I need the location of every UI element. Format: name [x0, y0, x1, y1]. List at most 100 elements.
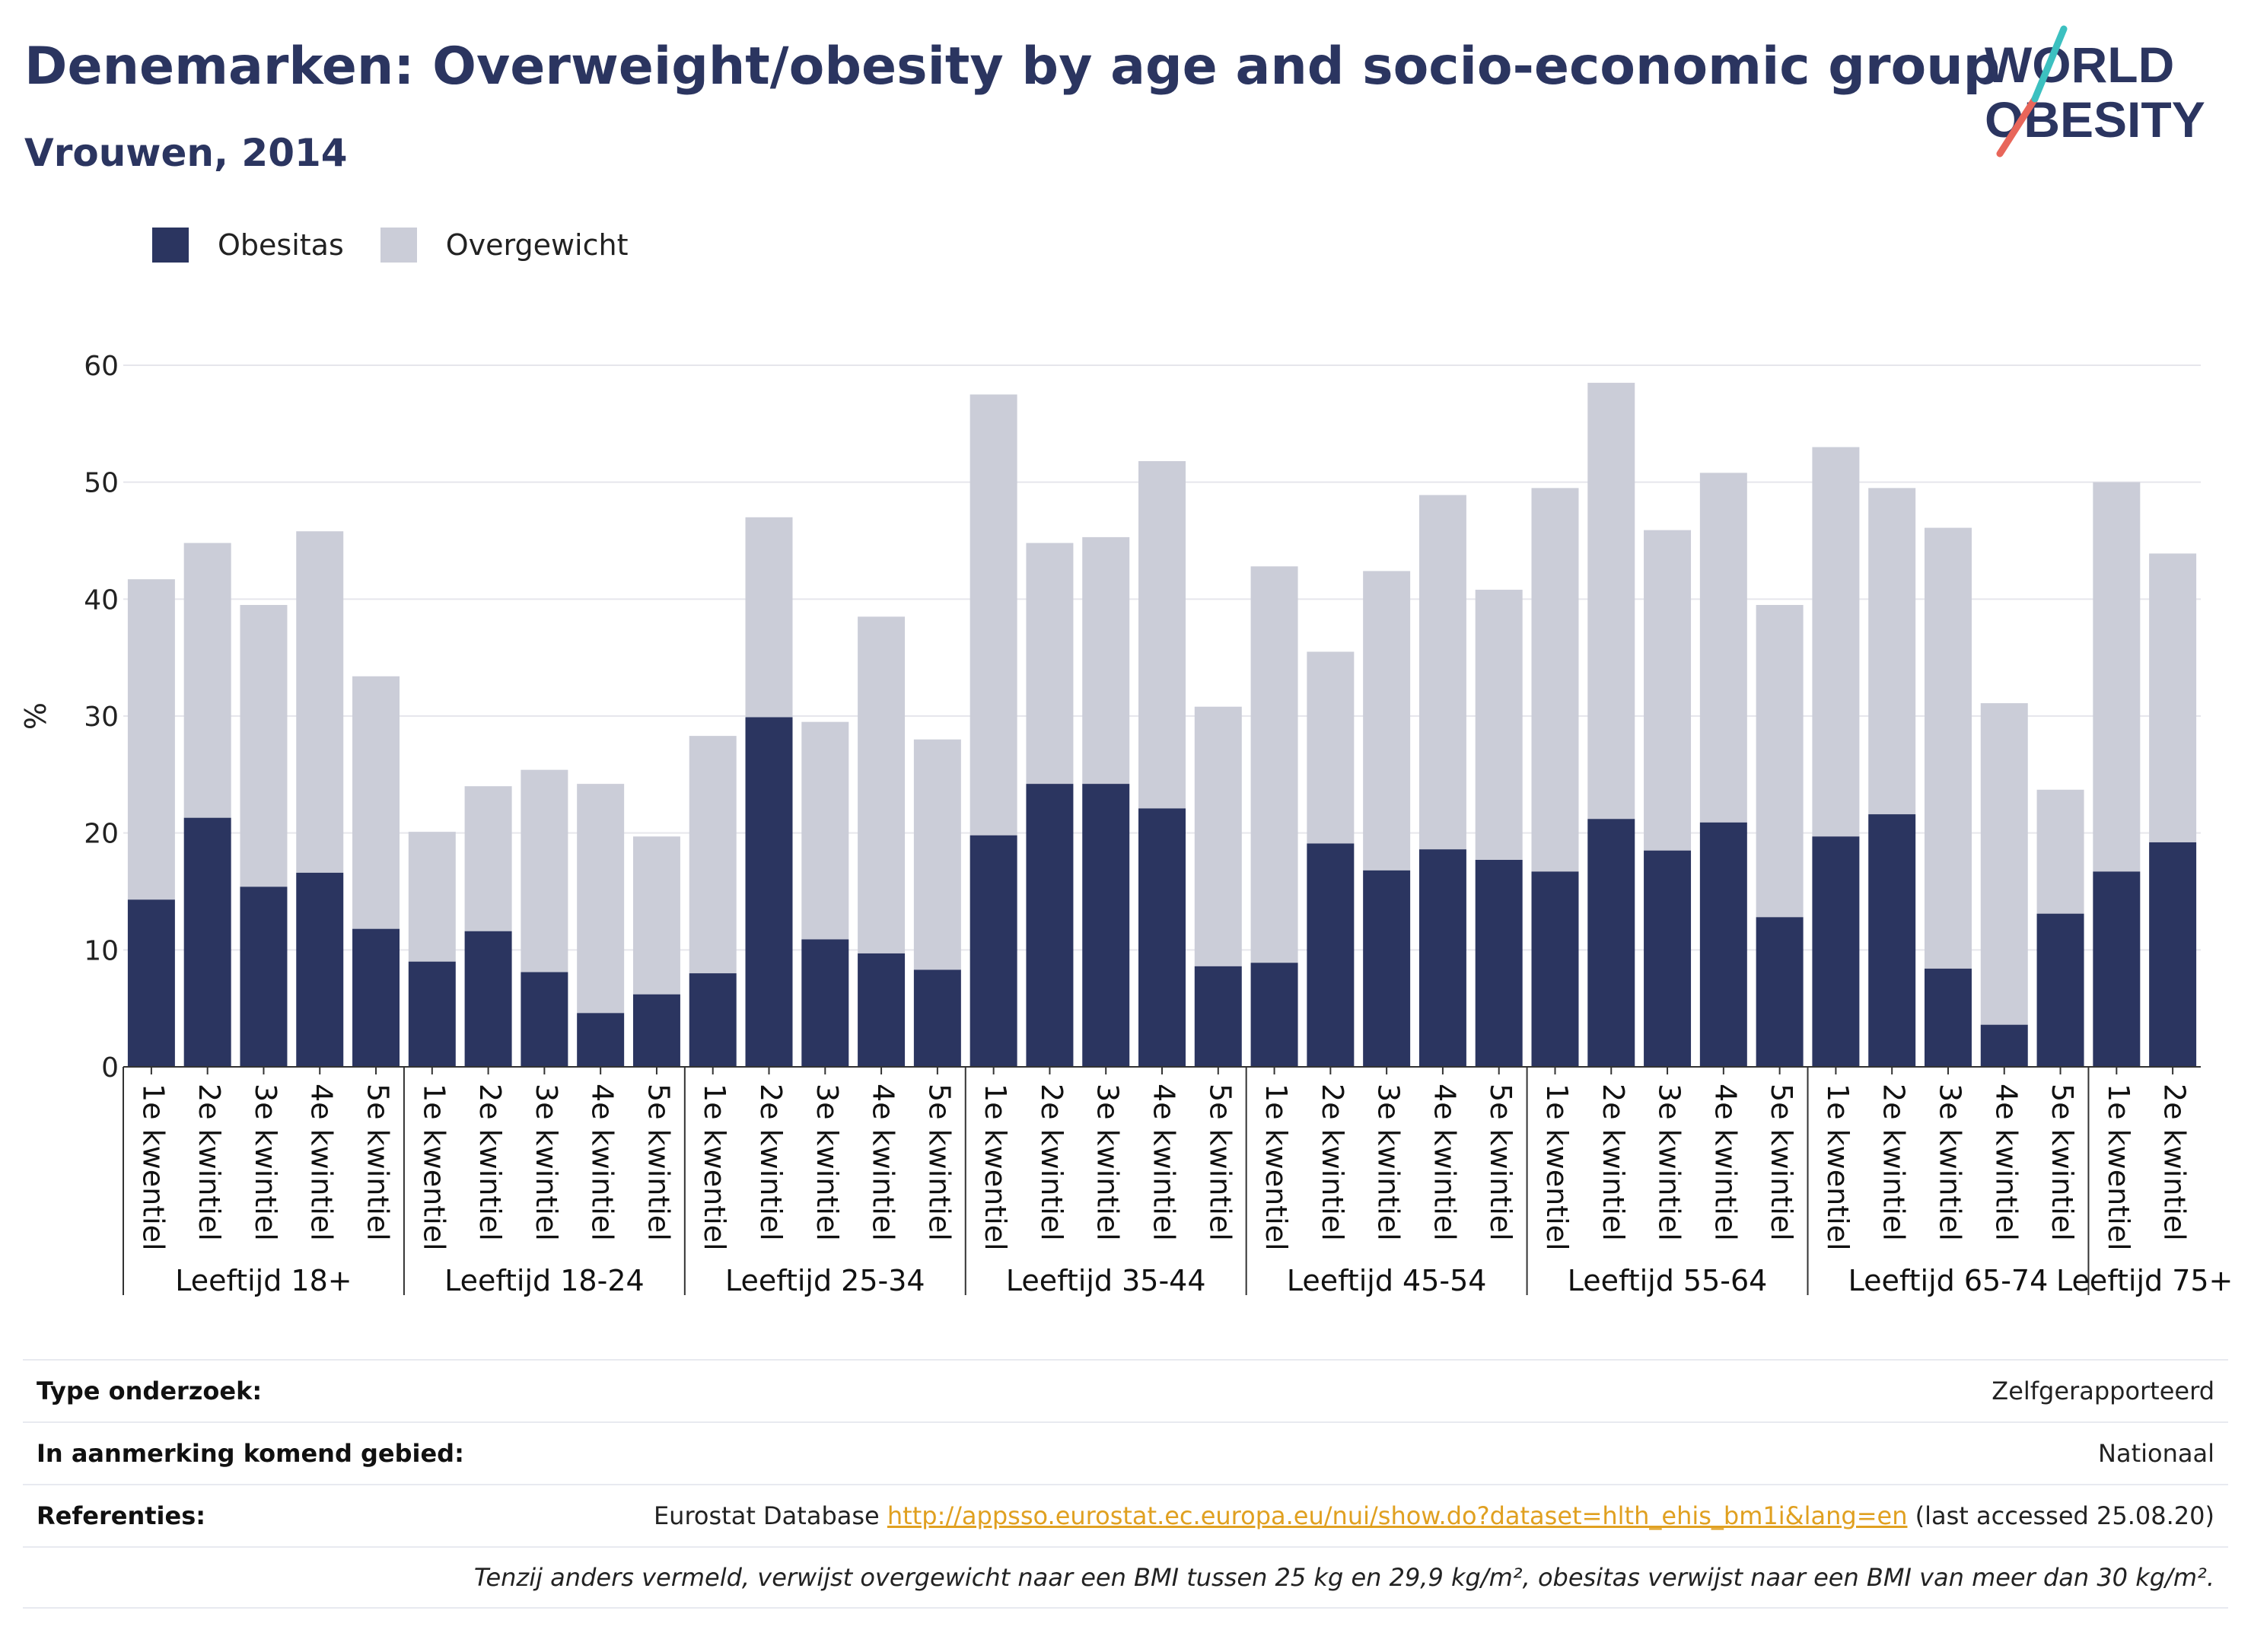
- y-tick-label: 10: [84, 935, 119, 966]
- bar-obesitas: [1756, 917, 1804, 1067]
- bar-obesitas: [296, 872, 344, 1067]
- x-tick-label: 3e kwintiel: [1653, 1084, 1686, 1241]
- bar-obesitas: [913, 969, 961, 1067]
- bar-overgewicht: [1363, 571, 1411, 871]
- bar-obesitas: [521, 972, 568, 1067]
- bar-obesitas: [2093, 871, 2141, 1067]
- x-tick-label: 4e kwintiel: [586, 1084, 619, 1241]
- legend-label-obesitas: Obesitas: [218, 228, 344, 262]
- bar-overgewicht: [689, 736, 737, 974]
- bar-overgewicht: [801, 721, 849, 940]
- y-tick-label: 30: [84, 702, 119, 733]
- bar-obesitas: [1307, 843, 1355, 1067]
- x-tick-label: 2e kwintiel: [1877, 1084, 1911, 1241]
- bar-obesitas: [745, 717, 793, 1067]
- x-tick-label: 4e kwintiel: [1989, 1084, 2023, 1241]
- group-label: Leeftijd 25-34: [725, 1264, 925, 1297]
- group-label: Leeftijd 35-44: [1006, 1264, 1206, 1297]
- bar-overgewicht: [1026, 543, 1074, 785]
- x-tick-label: 4e kwintiel: [305, 1084, 339, 1241]
- x-tick-label: 3e kwintiel: [249, 1084, 282, 1241]
- bar-overgewicht: [913, 739, 961, 970]
- group-label: Leeftijd 45-54: [1287, 1264, 1487, 1297]
- x-tick-label: 3e kwintiel: [530, 1084, 563, 1241]
- bar-obesitas: [1418, 849, 1466, 1067]
- legend-label-overgewicht: Overgewicht: [445, 228, 629, 262]
- y-axis-title: %: [19, 702, 53, 730]
- bar-overgewicht: [745, 517, 793, 718]
- x-tick-label: 5e kwintiel: [1765, 1084, 1798, 1241]
- legend-swatch-obesitas: [152, 228, 189, 263]
- x-tick-label: 5e kwintiel: [922, 1084, 956, 1241]
- legend-item-obesitas: Obesitas: [152, 228, 344, 263]
- bar-obesitas: [1026, 784, 1074, 1067]
- y-tick-label: 0: [101, 1052, 119, 1084]
- x-tick-label: 2e kwintiel: [193, 1084, 226, 1241]
- y-tick-label: 50: [84, 468, 119, 499]
- x-tick-label: 1e kwentiel: [2102, 1084, 2135, 1251]
- bar-overgewicht: [1812, 447, 1860, 837]
- x-tick-label: 1e kwentiel: [1821, 1084, 1855, 1251]
- x-tick-label: 1e kwentiel: [698, 1084, 731, 1251]
- bar-overgewicht: [464, 786, 512, 931]
- bar-overgewicht: [352, 676, 400, 929]
- x-tick-label: 5e kwintiel: [2046, 1084, 2079, 1241]
- info-label-references: Referenties:: [37, 1501, 206, 1530]
- y-tick-label: 60: [84, 351, 119, 382]
- info-row-area: In aanmerking komend gebied: Nationaal: [23, 1421, 2228, 1484]
- bar-overgewicht: [1699, 473, 1747, 823]
- bar-overgewicht: [183, 543, 231, 818]
- x-tick-label: 3e kwintiel: [810, 1084, 844, 1241]
- x-tick-label: 4e kwintiel: [867, 1084, 900, 1241]
- bar-overgewicht: [1082, 536, 1130, 785]
- x-tick-label: 3e kwintiel: [1933, 1084, 1966, 1241]
- x-tick-label: 5e kwintiel: [361, 1084, 395, 1241]
- page-title: Denemarken: Overweight/obesity by age an…: [24, 37, 2001, 97]
- info-value-references: Eurostat Database http://appsso.eurostat…: [654, 1501, 2214, 1530]
- x-tick-label: 3e kwintiel: [1372, 1084, 1406, 1241]
- group-label: Leeftijd 75+: [2056, 1264, 2233, 1297]
- y-tick-label: 40: [84, 584, 119, 616]
- group-label: Leeftijd 18+: [175, 1264, 352, 1297]
- x-tick-label: 1e kwentiel: [136, 1084, 170, 1251]
- bar-obesitas: [127, 899, 175, 1067]
- info-row-type: Type onderzoek: Zelfgerapporteerd: [23, 1359, 2228, 1421]
- x-tick-label: 4e kwintiel: [1428, 1084, 1461, 1241]
- x-tick-label: 2e kwintiel: [1316, 1084, 1349, 1241]
- bar-overgewicht: [296, 531, 344, 873]
- x-tick-label: 2e kwintiel: [754, 1084, 788, 1241]
- x-tick-label: 1e kwentiel: [979, 1084, 1012, 1251]
- bar-overgewicht: [2036, 789, 2084, 914]
- bar-obesitas: [1531, 871, 1579, 1067]
- x-tick-label: 1e kwentiel: [1540, 1084, 1574, 1251]
- info-label-area: In aanmerking komend gebied:: [37, 1439, 464, 1468]
- bar-obesitas: [1644, 850, 1692, 1067]
- bar-overgewicht: [2149, 553, 2197, 842]
- ref-suffix: (last accessed 25.08.20): [1907, 1501, 2214, 1530]
- bar-overgewicht: [1250, 566, 1298, 963]
- bar-obesitas: [632, 994, 680, 1067]
- eurostat-link[interactable]: http://appsso.eurostat.ec.europa.eu/nui/…: [887, 1501, 1908, 1530]
- bar-overgewicht: [1194, 706, 1242, 966]
- bar-obesitas: [1250, 963, 1298, 1067]
- bar-overgewicht: [408, 832, 456, 962]
- bar-overgewicht: [1138, 461, 1186, 809]
- info-value-area: Nationaal: [2098, 1439, 2214, 1468]
- bar-overgewicht: [127, 579, 175, 900]
- bar-obesitas: [1587, 819, 1635, 1067]
- bar-overgewicht: [240, 605, 288, 887]
- svg-text:WORLD: WORLD: [1985, 37, 2174, 93]
- footnote: Tenzij anders vermeld, verwijst overgewi…: [473, 1563, 2214, 1592]
- bar-obesitas: [2149, 842, 2197, 1067]
- bar-obesitas: [969, 835, 1017, 1067]
- bar-obesitas: [577, 1013, 625, 1067]
- info-row-footnote: Tenzij anders vermeld, verwijst overgewi…: [23, 1546, 2228, 1609]
- bar-obesitas: [408, 961, 456, 1067]
- x-tick-label: 3e kwintiel: [1091, 1084, 1125, 1241]
- legend-item-overgewicht: Overgewicht: [380, 228, 629, 263]
- x-tick-label: 5e kwintiel: [1484, 1084, 1517, 1241]
- bar-overgewicht: [969, 394, 1017, 836]
- bar-overgewicht: [1924, 527, 1972, 969]
- x-tick-label: 1e kwentiel: [1259, 1084, 1293, 1251]
- x-tick-label: 2e kwintiel: [2158, 1084, 2192, 1241]
